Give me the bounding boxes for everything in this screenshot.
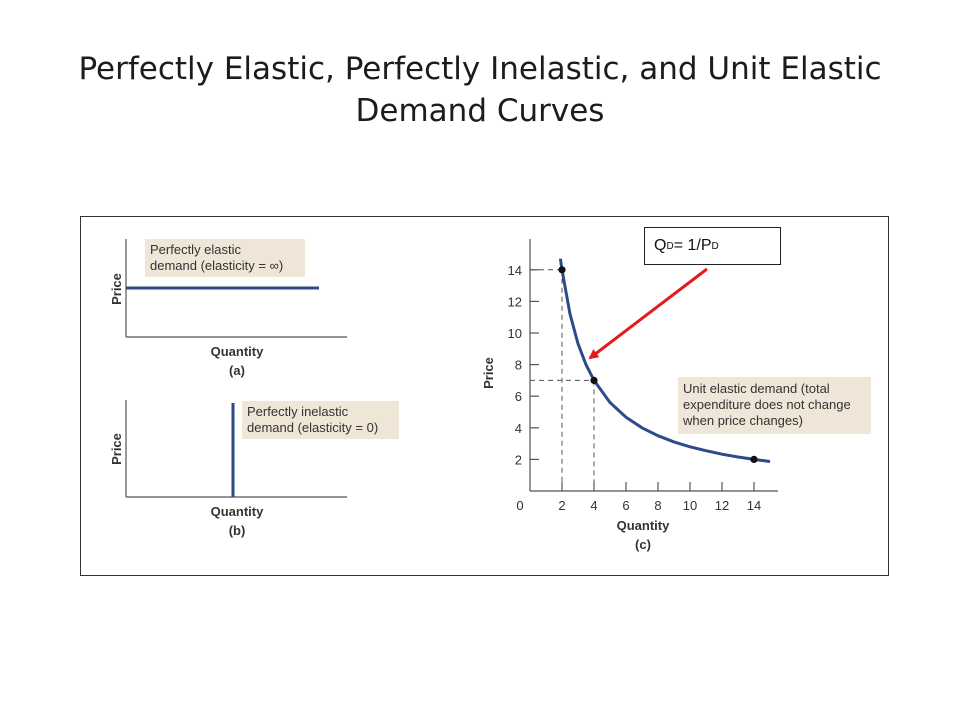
- data-point: [558, 266, 566, 274]
- panel-b-panel-label: (b): [229, 523, 246, 538]
- panel-c-x-ticks: 0 2 4 6 8 10 12 14: [516, 482, 761, 513]
- panel-c-y-ticks: 2 4 6 8 10 12 14: [508, 263, 539, 467]
- formula-pointer-arrow: [588, 267, 708, 360]
- panel-c-note-line-2: expenditure does not change: [683, 397, 851, 412]
- panel-b-ylabel: Price: [109, 433, 124, 465]
- panel-b-note-bg: [242, 401, 399, 439]
- panel-c-note-line-3: when price changes): [682, 413, 803, 428]
- elasticity-figure: Price Quantity (a) Perfectly elastic dem…: [109, 239, 871, 552]
- data-point: [750, 455, 758, 463]
- panel-b: Price Quantity (b) Perfectly inelastic d…: [109, 400, 399, 538]
- panel-b-note-line-2: demand (elasticity = 0): [247, 420, 378, 435]
- y-tick-label: 8: [515, 358, 522, 373]
- panel-b-xlabel: Quantity: [211, 504, 264, 519]
- x-tick-label: 6: [622, 498, 629, 513]
- data-point: [590, 376, 598, 384]
- unit-elastic-demand-curve: [558, 258, 771, 463]
- formula-q: Q: [654, 237, 667, 254]
- x-tick-label: 2: [558, 498, 565, 513]
- panel-a-xlabel: Quantity: [211, 344, 264, 359]
- formula-q-subscript: D: [666, 240, 674, 252]
- panel-a-note-line-1: Perfectly elastic: [150, 242, 242, 257]
- panel-c-panel-label: (c): [635, 537, 651, 552]
- title-line-2: Demand Curves: [355, 93, 605, 129]
- slide-title: Perfectly Elastic, Perfectly Inelastic, …: [40, 48, 920, 132]
- panel-c: 2 4 6 8 10 12 14 0 2 4 6 8 10 12 14 Price Quantity (c…: [481, 239, 871, 552]
- figure-panel: Price Quantity (a) Perfectly elastic dem…: [80, 216, 889, 576]
- x-tick-label: 8: [654, 498, 661, 513]
- panel-c-note-bg: [678, 377, 871, 434]
- y-tick-label: 14: [508, 263, 522, 278]
- panel-c-note-line-1: Unit elastic demand (total: [683, 381, 830, 396]
- panel-a-ylabel: Price: [109, 273, 124, 305]
- panel-c-ylabel: Price: [481, 357, 496, 389]
- x-tick-label: 4: [590, 498, 597, 513]
- x-tick-label: 10: [683, 498, 697, 513]
- y-tick-label: 10: [508, 326, 522, 341]
- panel-a-panel-label: (a): [229, 363, 245, 378]
- y-tick-label: 2: [515, 452, 522, 467]
- panel-a: Price Quantity (a) Perfectly elastic dem…: [109, 239, 347, 378]
- formula-p-subscript: D: [711, 240, 719, 252]
- x-tick-label: 14: [747, 498, 761, 513]
- panel-a-note-line-2: demand (elasticity = ∞): [150, 258, 283, 273]
- panel-c-points: [558, 266, 758, 463]
- panel-b-note-line-1: Perfectly inelastic: [247, 404, 349, 419]
- y-tick-label: 4: [515, 421, 522, 436]
- y-tick-label: 6: [515, 389, 522, 404]
- y-tick-label: 12: [508, 294, 522, 309]
- title-line-1: Perfectly Elastic, Perfectly Inelastic, …: [78, 51, 882, 87]
- panel-c-guide-lines: [530, 269, 595, 491]
- panel-c-xlabel: Quantity: [617, 518, 670, 533]
- panel-a-note-bg: [145, 239, 305, 277]
- formula-equals: = 1/P: [673, 237, 712, 254]
- x-tick-label: 0: [516, 498, 523, 513]
- x-tick-label: 12: [715, 498, 729, 513]
